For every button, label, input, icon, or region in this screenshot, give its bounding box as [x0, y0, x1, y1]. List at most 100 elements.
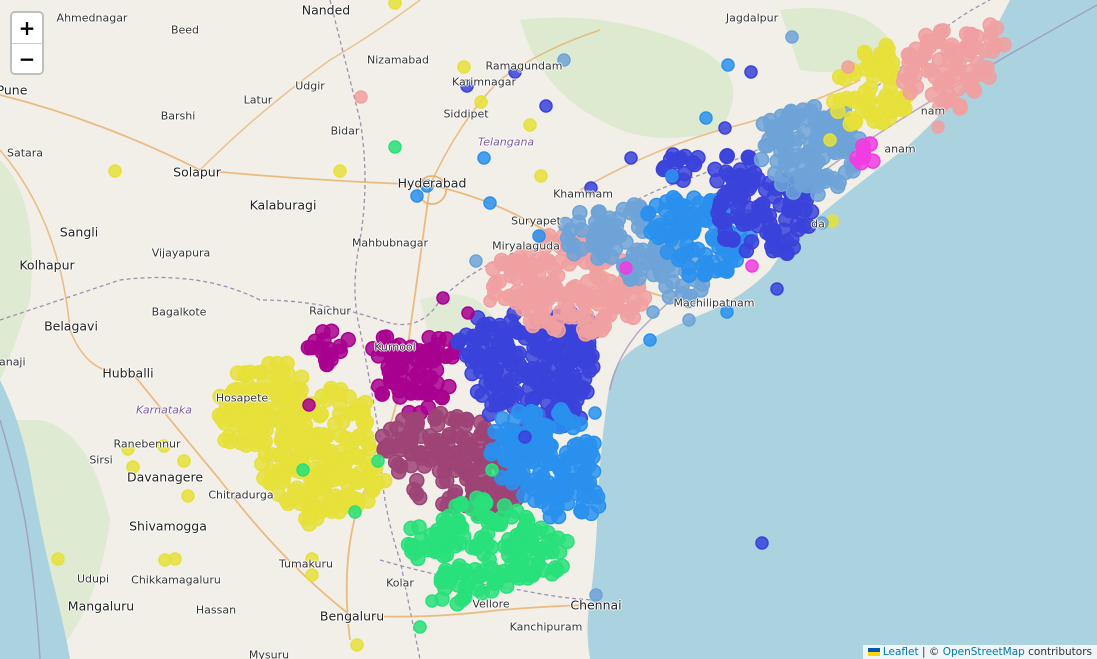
map-marker[interactable]	[454, 591, 470, 608]
map-marker[interactable]	[408, 485, 425, 502]
map-marker[interactable]	[485, 463, 499, 477]
map-marker[interactable]	[753, 151, 770, 168]
map-marker[interactable]	[302, 509, 318, 525]
map-marker[interactable]	[602, 273, 619, 290]
map-marker[interactable]	[437, 580, 453, 597]
map-marker[interactable]	[793, 171, 810, 188]
map-marker[interactable]	[576, 471, 593, 487]
map-marker[interactable]	[566, 450, 583, 466]
map-marker[interactable]	[836, 70, 853, 87]
map-marker[interactable]	[497, 290, 513, 307]
map-marker[interactable]	[429, 522, 446, 539]
map-marker[interactable]	[518, 268, 535, 285]
map-marker[interactable]	[560, 300, 576, 316]
map-marker[interactable]	[300, 339, 317, 356]
map-marker[interactable]	[817, 173, 833, 189]
map-marker[interactable]	[665, 190, 682, 206]
map-marker[interactable]	[579, 384, 595, 400]
map-marker[interactable]	[403, 457, 419, 474]
map-marker[interactable]	[341, 389, 357, 405]
map-marker[interactable]	[931, 33, 947, 50]
map-marker[interactable]	[298, 432, 315, 449]
map-marker[interactable]	[121, 442, 135, 456]
map-marker[interactable]	[626, 197, 642, 213]
cluster-pink-srikakulam[interactable]	[895, 17, 1012, 116]
map-marker[interactable]	[572, 416, 588, 432]
map-marker[interactable]	[586, 322, 603, 339]
map-marker[interactable]	[216, 415, 233, 431]
map-marker[interactable]	[865, 153, 881, 169]
map-marker[interactable]	[584, 181, 598, 195]
map-marker[interactable]	[952, 100, 968, 116]
map-marker[interactable]	[447, 462, 463, 479]
map-marker[interactable]	[507, 370, 524, 386]
map-marker[interactable]	[431, 330, 447, 347]
map-marker[interactable]	[409, 472, 425, 489]
map-marker[interactable]	[254, 456, 270, 472]
map-marker[interactable]	[217, 432, 233, 448]
map-marker[interactable]	[862, 79, 879, 96]
map-marker[interactable]	[227, 405, 244, 422]
map-marker[interactable]	[682, 313, 696, 327]
map-marker[interactable]	[837, 164, 854, 181]
map-marker[interactable]	[589, 588, 603, 602]
map-marker[interactable]	[931, 120, 945, 134]
map-marker[interactable]	[752, 207, 769, 224]
map-marker[interactable]	[588, 406, 602, 420]
map-marker[interactable]	[823, 133, 837, 147]
map-marker[interactable]	[358, 414, 375, 430]
map-marker[interactable]	[855, 138, 871, 154]
map-marker[interactable]	[640, 206, 656, 222]
map-marker[interactable]	[271, 371, 288, 387]
map-marker[interactable]	[525, 445, 541, 462]
map-marker[interactable]	[354, 90, 368, 104]
map-marker[interactable]	[333, 164, 347, 178]
map-marker[interactable]	[379, 443, 395, 459]
map-marker[interactable]	[914, 49, 930, 66]
map-marker[interactable]	[551, 544, 568, 560]
map-marker[interactable]	[815, 216, 829, 230]
map-marker[interactable]	[487, 423, 503, 440]
map-marker[interactable]	[697, 266, 713, 283]
map-marker[interactable]	[659, 244, 676, 260]
map-marker[interactable]	[646, 305, 660, 319]
map-marker[interactable]	[573, 241, 589, 257]
map-marker[interactable]	[483, 196, 497, 210]
map-marker[interactable]	[795, 147, 812, 163]
map-marker[interactable]	[293, 369, 310, 385]
map-marker[interactable]	[553, 402, 569, 418]
map-marker[interactable]	[554, 477, 571, 493]
map-marker[interactable]	[521, 295, 537, 312]
map-marker[interactable]	[452, 496, 469, 513]
map-marker[interactable]	[770, 282, 784, 296]
map-marker[interactable]	[494, 470, 510, 486]
map-marker[interactable]	[332, 338, 348, 355]
map-marker[interactable]	[512, 249, 528, 266]
map-marker[interactable]	[535, 468, 551, 485]
map-marker[interactable]	[766, 188, 783, 205]
map-marker[interactable]	[538, 544, 554, 560]
map-marker[interactable]	[619, 261, 633, 275]
map-marker[interactable]	[507, 411, 523, 427]
map-marker[interactable]	[963, 26, 980, 43]
map-marker[interactable]	[875, 47, 891, 63]
map-marker[interactable]	[272, 446, 289, 463]
map-marker[interactable]	[420, 179, 434, 193]
map-marker[interactable]	[549, 267, 566, 284]
map-marker[interactable]	[427, 411, 443, 427]
map-marker[interactable]	[126, 460, 140, 474]
map-marker[interactable]	[420, 386, 436, 403]
map-marker[interactable]	[413, 620, 427, 634]
map-marker[interactable]	[721, 58, 735, 72]
map-marker[interactable]	[493, 255, 510, 272]
map-marker[interactable]	[225, 382, 242, 399]
map-marker[interactable]	[469, 254, 483, 268]
map-marker[interactable]	[346, 469, 362, 485]
map-marker[interactable]	[327, 416, 343, 432]
map-marker[interactable]	[504, 432, 521, 448]
map-marker[interactable]	[657, 202, 674, 218]
map-marker[interactable]	[635, 255, 652, 271]
map-marker[interactable]	[388, 140, 402, 154]
map-marker[interactable]	[719, 148, 735, 165]
